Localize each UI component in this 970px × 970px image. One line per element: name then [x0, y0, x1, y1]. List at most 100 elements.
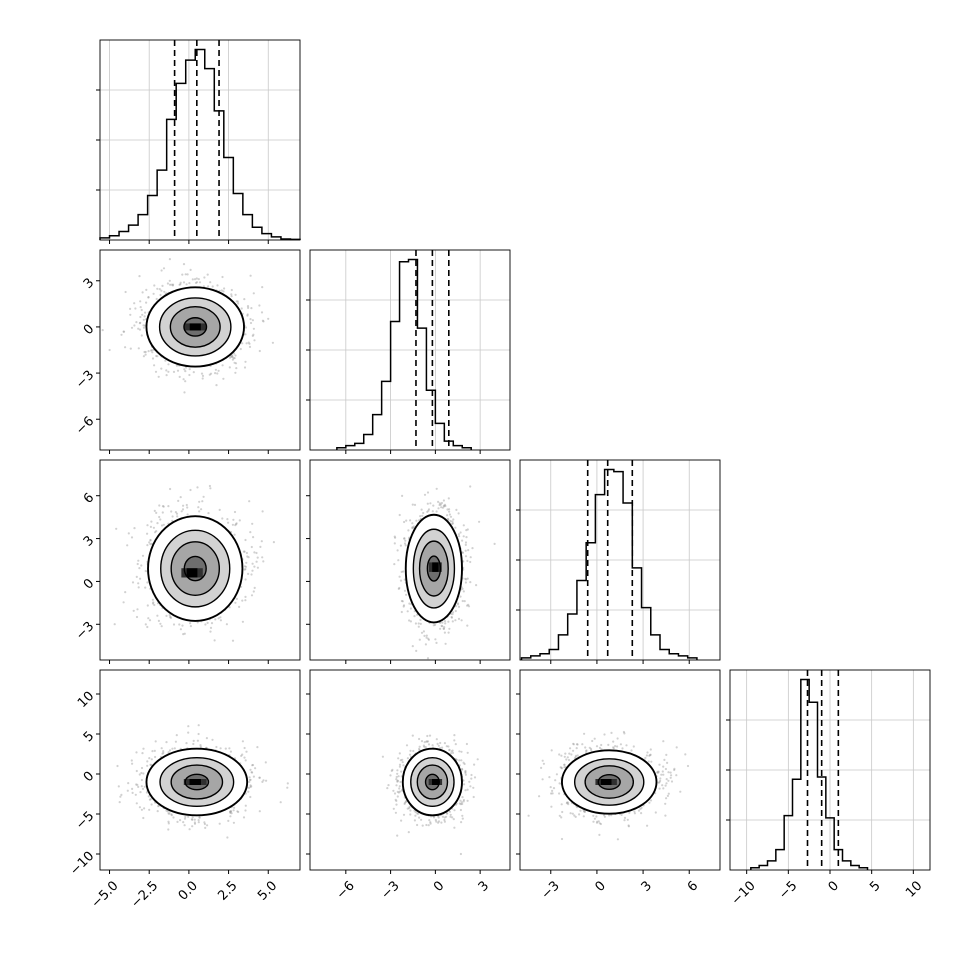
sample-point — [493, 542, 496, 546]
sample-point — [414, 811, 417, 814]
sample-point — [224, 747, 227, 750]
sample-point — [140, 778, 143, 782]
sample-point — [440, 821, 443, 824]
contour-line-1 — [418, 540, 449, 597]
sample-point — [416, 823, 419, 827]
sample-point — [250, 573, 253, 576]
sample-point — [140, 334, 143, 337]
sample-point — [179, 628, 182, 631]
sample-point — [147, 296, 150, 299]
sample-point — [173, 747, 176, 750]
sample-point — [152, 526, 155, 529]
sample-point — [552, 787, 556, 790]
sample-point — [563, 766, 566, 769]
sample-point — [441, 625, 444, 628]
sample-point — [122, 330, 126, 333]
sample-point — [423, 493, 427, 496]
sample-point — [542, 762, 546, 765]
sample-point — [468, 780, 471, 783]
sample-point — [469, 785, 472, 788]
sample-point — [401, 494, 404, 497]
sample-point — [181, 624, 184, 627]
sample-point — [437, 820, 441, 823]
sample-point — [453, 809, 456, 812]
sample-point — [247, 790, 250, 793]
sample-point — [466, 788, 469, 791]
sample-point — [228, 747, 231, 750]
sample-point — [151, 750, 154, 753]
sample-point — [560, 816, 563, 819]
sample-point — [603, 733, 606, 736]
sample-point — [138, 567, 141, 570]
sample-point — [138, 275, 141, 278]
sample-point — [622, 730, 626, 734]
sample-point — [127, 532, 130, 535]
sample-point — [435, 820, 438, 823]
sample-point — [221, 275, 224, 279]
sample-point — [416, 812, 419, 815]
sample-point — [238, 519, 241, 522]
sample-point — [160, 367, 163, 370]
sample-point — [178, 375, 181, 378]
sample-point — [598, 833, 601, 837]
sample-point — [444, 642, 447, 645]
sample-point — [394, 798, 397, 801]
sample-point — [146, 532, 149, 535]
sample-point — [475, 584, 478, 587]
sample-point — [445, 815, 448, 818]
sample-point — [261, 319, 264, 322]
sample-point — [185, 283, 188, 286]
sample-point — [569, 812, 572, 815]
sample-point — [162, 267, 166, 270]
sample-point — [394, 536, 397, 539]
sample-point — [243, 746, 246, 750]
sample-point — [135, 751, 138, 754]
sample-point — [196, 486, 199, 489]
sample-point — [135, 802, 138, 805]
sample-point — [231, 639, 235, 642]
sample-point — [230, 812, 233, 815]
sample-point — [581, 743, 584, 746]
sample-point — [381, 755, 384, 758]
sample-point — [209, 626, 213, 630]
sample-point — [558, 753, 561, 756]
sample-point — [625, 744, 628, 747]
sample-point — [134, 307, 137, 310]
sample-point — [158, 504, 161, 507]
sample-point — [235, 597, 238, 601]
sample-point — [131, 762, 134, 765]
sample-point — [188, 368, 191, 371]
sample-point — [403, 802, 406, 806]
sample-point — [207, 285, 210, 288]
sample-point — [427, 638, 430, 641]
sample-point — [151, 357, 155, 360]
sample-point — [659, 779, 662, 783]
sample-point — [149, 543, 152, 546]
sample-point — [208, 484, 211, 488]
sample-point — [664, 767, 668, 771]
sample-point — [466, 604, 469, 607]
sample-point — [649, 754, 652, 757]
density-peak — [189, 323, 201, 331]
sample-point — [457, 512, 460, 515]
sample-point — [461, 767, 464, 771]
joint-panel-3-2 — [516, 669, 721, 874]
sample-point — [252, 590, 255, 593]
sample-point — [156, 287, 159, 290]
sample-point — [555, 773, 559, 776]
sample-point — [664, 814, 667, 817]
hist-panel-1 — [306, 249, 511, 454]
sample-point — [262, 560, 265, 563]
sample-point — [627, 824, 630, 827]
sample-point — [478, 520, 481, 523]
sample-point — [241, 342, 244, 345]
sample-point — [644, 756, 647, 760]
sample-point — [214, 368, 217, 371]
sample-point — [403, 537, 406, 540]
sample-point — [234, 524, 237, 527]
sample-point — [398, 765, 401, 768]
sample-point — [426, 510, 429, 513]
sample-point — [244, 333, 247, 336]
sample-point — [466, 528, 469, 531]
sample-point — [244, 360, 247, 363]
